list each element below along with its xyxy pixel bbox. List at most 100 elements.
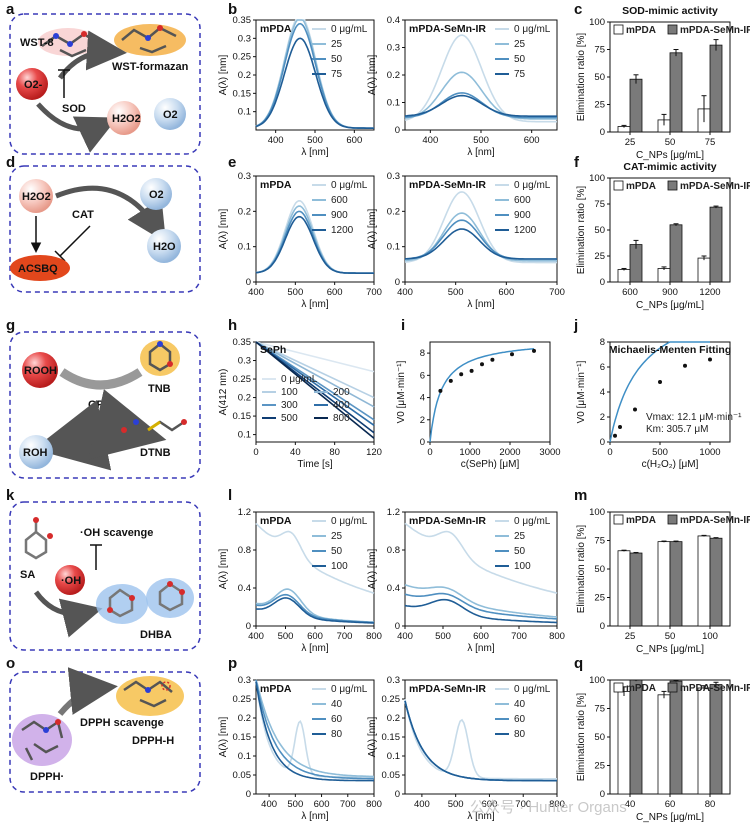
data-point <box>510 352 514 357</box>
annotation: Vmax: 12.1 μM·min⁻¹ <box>646 412 742 423</box>
data-point <box>459 372 464 377</box>
arrow-to-h2o2 <box>36 102 118 153</box>
legend-label: 80 <box>331 729 343 740</box>
y-axis-label: Elimination ratio [%] <box>576 33 587 122</box>
panel-label-p: p <box>228 655 237 672</box>
legend-label: 75 <box>514 69 526 80</box>
chart-b-mpda: 400 500 600 0.1 0.15 0.2 0.25 0.3 0.35 λ [nm] A(λ)… <box>218 15 375 158</box>
bar-mpda <box>617 550 631 627</box>
y-axis-label: V0 [μM·min⁻¹] <box>396 360 407 423</box>
panel-label-i: i <box>401 317 405 334</box>
x-axis-label: λ [nm] <box>301 299 328 310</box>
label-roh: ROH <box>23 447 48 459</box>
x-tick-label: 500 <box>307 135 323 146</box>
x-tick-label: 40 <box>290 447 301 458</box>
series-line-3 <box>255 215 374 274</box>
y-tick-label: 100 <box>589 675 605 686</box>
x-tick-label: 500 <box>287 287 303 298</box>
bar-mpda-semn-ir <box>629 244 643 283</box>
series-line-1 <box>255 679 375 778</box>
legend-swatch <box>613 514 624 525</box>
bar-mpda <box>657 541 671 627</box>
x-axis-label: λ [nm] <box>467 811 494 822</box>
data-point <box>618 425 622 429</box>
y-tick-label: 25 <box>594 251 605 262</box>
legend-label: 0 μg/mL <box>514 516 551 527</box>
y-tick-label: 0.3 <box>387 43 400 54</box>
y-tick-label: 1.2 <box>387 507 400 518</box>
category-label: 75 <box>705 137 716 148</box>
x-tick-label: 700 <box>366 287 382 298</box>
legend-swatch <box>667 24 678 35</box>
chart-title: mPDA <box>260 23 292 35</box>
plot-frame <box>255 175 375 283</box>
y-axis-label: A(412 nm) <box>218 369 229 416</box>
y-tick-label: 0.05 <box>382 770 401 781</box>
legend-label: 0 μg/mL <box>331 24 368 35</box>
label-o2-d: O2 <box>149 189 164 201</box>
x-tick-label: 120 <box>366 447 382 458</box>
bar-mpda-semn-ir <box>709 44 723 133</box>
dpph-h-molecule <box>116 676 184 716</box>
y-tick-label: 0.2 <box>387 713 400 724</box>
chart-p-mpda-semn-ir: 400 500 600 700 800 0 0.05 0.1 0.15 0.2 0.25 0.3 λ [… <box>367 675 565 822</box>
y-tick-label: 100 <box>589 507 605 518</box>
label-wst-formazan: WST-formazan <box>112 61 189 73</box>
y-tick-label: 50 <box>594 225 605 236</box>
cartoon-o: DPPH· DPPH scavenge DPPH-H <box>9 667 201 793</box>
y-tick-label: 4 <box>420 393 425 404</box>
label-acsbq: ACSBQ <box>18 263 58 275</box>
legend-label: 0 μg/mL <box>331 684 368 695</box>
y-tick-label: 75 <box>594 45 605 56</box>
y-tick-label: 0.15 <box>233 411 252 422</box>
x-tick-label: 600 <box>346 135 362 146</box>
panel-label-d: d <box>6 154 15 171</box>
x-axis-label: λ [nm] <box>301 147 328 158</box>
legend-label: 1200 <box>331 225 354 236</box>
data-point <box>658 380 662 384</box>
label-gpx: GPx <box>88 399 111 411</box>
bar-mpda-semn-ir <box>669 680 683 795</box>
y-tick-label: 0 <box>600 789 605 800</box>
x-tick-label: 500 <box>287 799 303 810</box>
legend-label: mPDA-SeMn-IR <box>680 515 750 526</box>
label-h2o2: H2O2 <box>112 113 141 125</box>
label-h2o2-d: H2O2 <box>22 191 51 203</box>
chart-q-dpph-scavenge: 0 25 50 75 100 40 60 80C_NPs [μg/mL] Elimination… <box>576 675 750 823</box>
legend-label: mPDA <box>626 181 656 192</box>
chart-m-oh-scavenge: 0 25 50 75 100 25 50 100 C_NPs [μg/mL] Eliminatio… <box>576 507 750 655</box>
series-line-3 <box>404 700 557 782</box>
h2o-sphere <box>147 229 181 263</box>
y-tick-label: 50 <box>594 732 605 743</box>
label-oh-scavenge: ·OH scavenge <box>80 527 153 539</box>
legend-swatch <box>613 682 624 693</box>
x-tick-label: 500 <box>473 135 489 146</box>
x-axis-label: λ [nm] <box>301 643 328 654</box>
panel-label-b: b <box>228 1 237 18</box>
category-label: 50 <box>665 137 676 148</box>
bar-mpda-semn-ir <box>669 52 683 133</box>
y-tick-label: 0.3 <box>387 171 400 182</box>
y-tick-label: 8 <box>600 337 605 348</box>
series-line-2 <box>255 679 374 780</box>
legend-swatch <box>667 682 678 693</box>
y-tick-label: 0.3 <box>238 33 251 44</box>
series-line-1 <box>404 700 557 782</box>
chart-l-mpda-semn-ir: 400 500 600 700 800 0 0.4 0.8 1.2 λ [nm] A(λ) [nm]… <box>367 507 565 654</box>
legend-label: 0 μg/mL <box>514 180 551 191</box>
label-sod: SOD <box>62 103 86 115</box>
legend-label: 500 <box>281 413 298 424</box>
series-line-2 <box>255 341 375 408</box>
y-tick-label: 75 <box>594 199 605 210</box>
cartoon-k-frame <box>9 501 201 651</box>
y-tick-label: 0.4 <box>238 583 251 594</box>
label-dpph-h: DPPH-H <box>132 735 174 747</box>
y-tick-label: 25 <box>594 100 605 111</box>
sa-molecule <box>24 517 53 560</box>
y-tick-label: 0.2 <box>238 713 251 724</box>
legend-label: 75 <box>331 69 343 80</box>
series-line-2 <box>404 592 558 620</box>
tnb-molecule <box>140 340 180 376</box>
data-point <box>438 388 443 393</box>
legend-label: 300 <box>281 400 298 411</box>
